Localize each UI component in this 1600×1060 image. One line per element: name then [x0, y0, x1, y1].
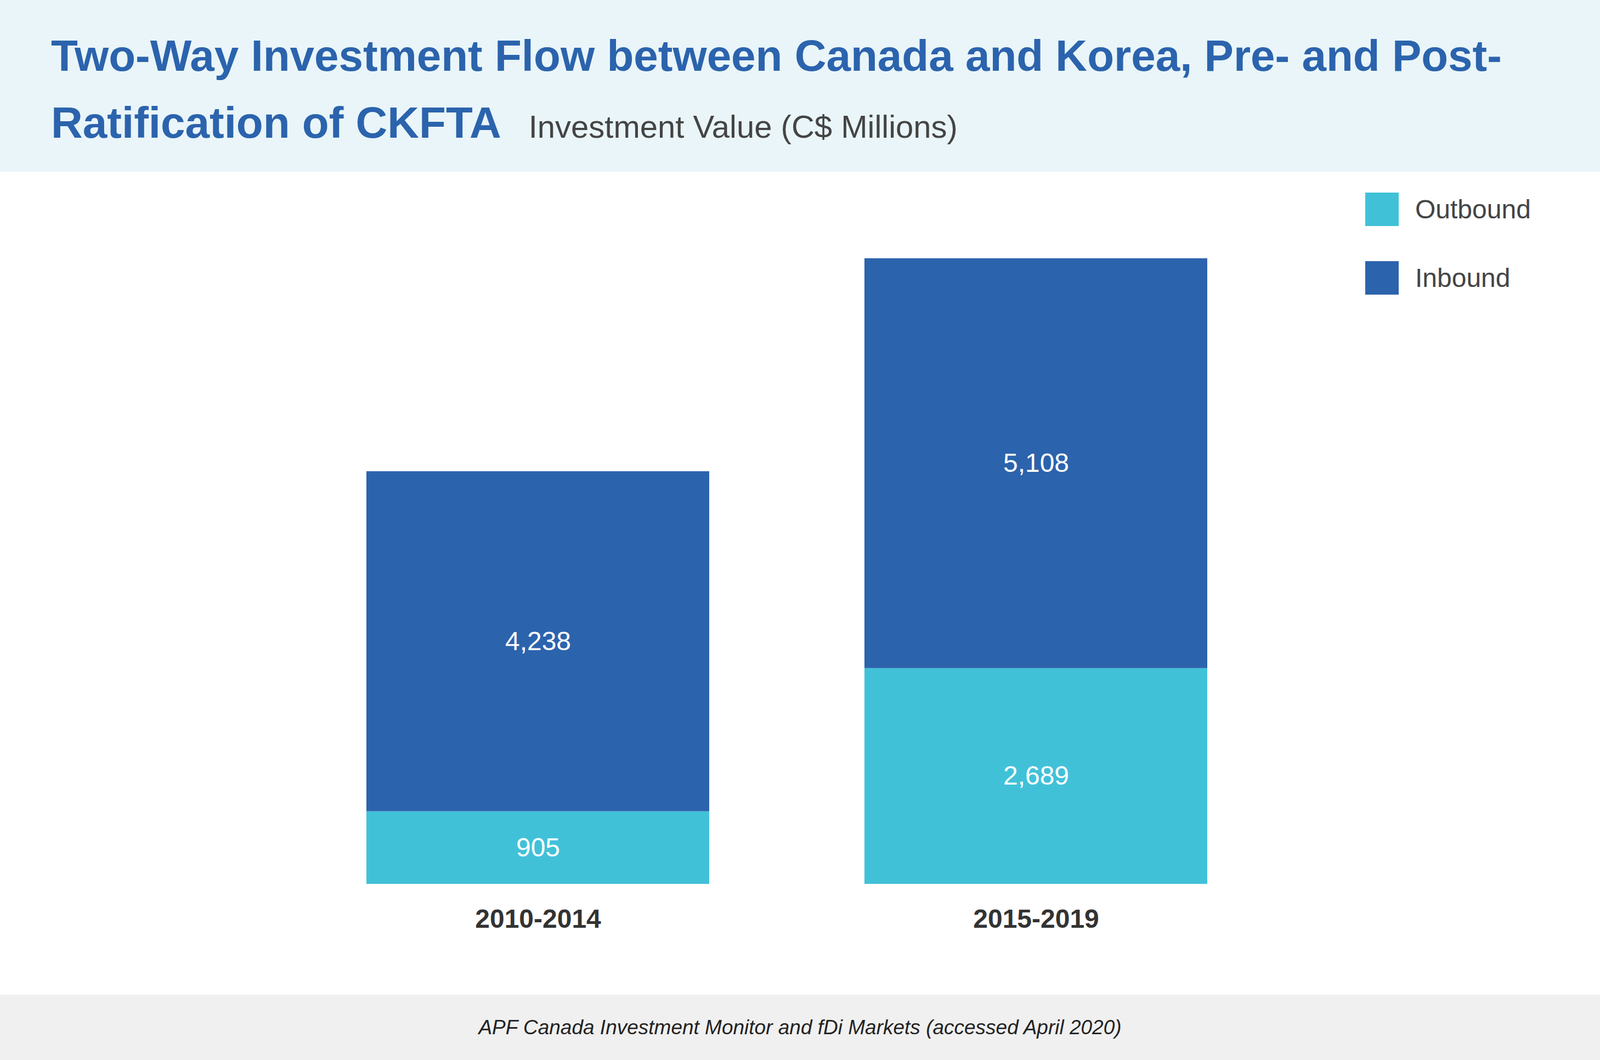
html-text:Two-Way Investment Flow betwee: Two-Way Investment Flow between Canada a…	[51, 31, 1502, 148]
svg-text:2015-2019: 2015-2019	[973, 903, 1100, 934]
html-text:Investment Value (C$ Millions): Investment Value (C$ Millions)	[528, 108, 958, 145]
html-text:Inbound: Inbound	[1415, 263, 1511, 293]
html-text:APF Canada Investment Monitor: APF Canada Investment Monitor and fDi Ma…	[478, 1015, 1122, 1039]
html-text:Outbound: Outbound	[1415, 194, 1531, 224]
svg-text:5,108: 5,108	[1003, 448, 1070, 478]
svg-text:4,238: 4,238	[505, 626, 571, 656]
svg-text:905: 905	[516, 832, 561, 862]
svg-text:2010-2014: 2010-2014	[475, 903, 602, 934]
svg-text:2,689: 2,689	[1003, 760, 1070, 790]
